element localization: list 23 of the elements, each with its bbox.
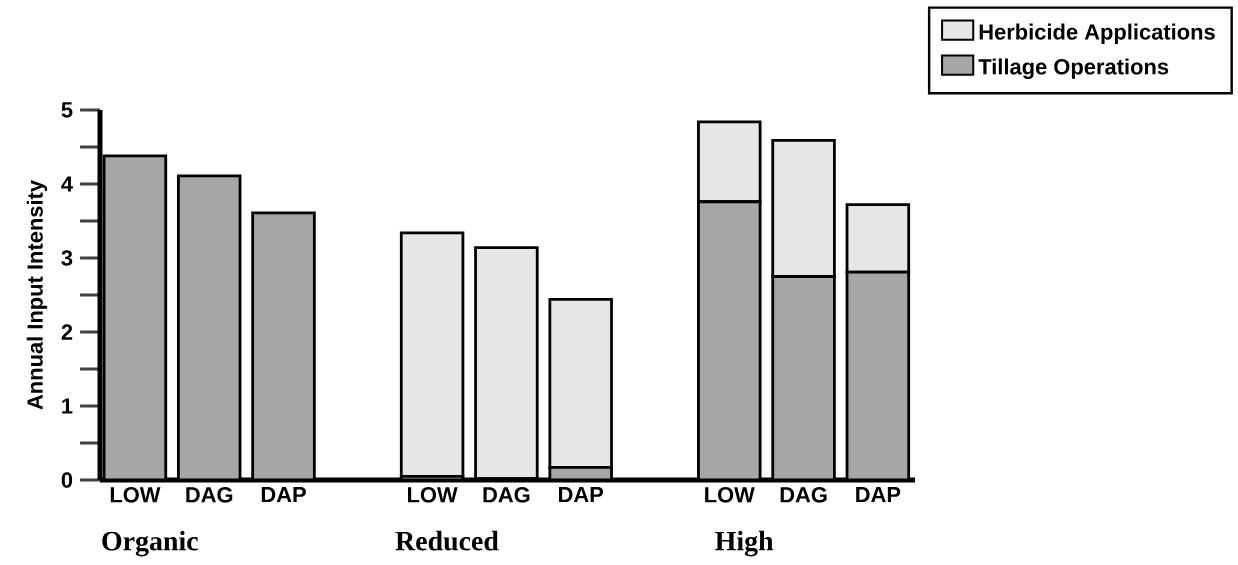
y-tick-label: 3 [61, 250, 73, 266]
legend-label: Tillage Operations [978, 58, 1169, 79]
x-tick-label: LOW [705, 487, 755, 503]
y-axis-title: Annual Input Intensity [26, 180, 48, 410]
x-tick-label: DAP [559, 487, 604, 503]
text: Reduced [395, 530, 499, 551]
bar [399, 231, 465, 478]
text: Organic [102, 530, 198, 557]
y-tick-label: 5 [61, 102, 73, 118]
x-tick-label: DAG [780, 487, 827, 503]
x-tick-label: LOW [110, 487, 161, 503]
y-tick-label: 1 [62, 398, 73, 414]
x-tick-label: DAG [483, 487, 530, 503]
text: High [715, 530, 774, 557]
x-tick-label: DAP [856, 487, 901, 503]
bar [474, 246, 539, 480]
y-tick-label: 2 [61, 324, 73, 340]
y-tick-label: 0 [61, 472, 73, 488]
x-tick-label: DAG [186, 487, 233, 503]
x-tick-label: LOW [408, 487, 458, 503]
x-tick-label: DAP [261, 487, 306, 503]
legend-label: Herbicide Applications [979, 23, 1215, 44]
y-tick-label: 4 [61, 176, 73, 192]
